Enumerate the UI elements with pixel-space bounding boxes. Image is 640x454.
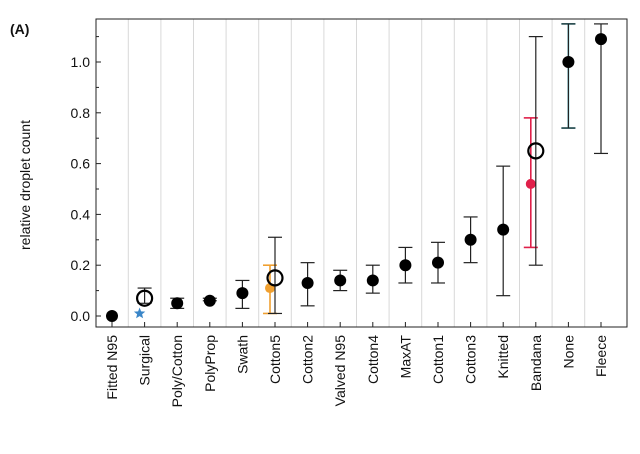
data-point: [334, 274, 347, 287]
x-axis-ticks: Fitted N95 Surgical Poly/Cotton PolyProp Swa…: [104, 322, 609, 407]
x-tick-label: Cotton5: [267, 335, 283, 384]
plot-frame: [95, 18, 628, 328]
y-tick-label: 0.8: [71, 105, 91, 121]
data-point: [464, 233, 477, 246]
data-point: [106, 310, 118, 322]
data-point-open: [136, 289, 154, 307]
y-axis-ticks: 0.0 0.2 0.4 0.6 0.8 1.0: [71, 36, 101, 324]
x-tick-label: Cotton1: [430, 335, 446, 384]
y-tick-label: 0.0: [71, 308, 91, 324]
x-tick-label: Bandana: [528, 335, 544, 391]
panel-label: (A): [10, 21, 29, 37]
data-point: [432, 256, 444, 269]
data-point-open: [527, 142, 545, 160]
y-tick-label: 0.2: [71, 257, 91, 273]
data-point: [562, 56, 575, 68]
y-tick-label: 0.6: [71, 156, 91, 172]
x-tick-label: MaxAT: [397, 335, 413, 379]
data-point: [301, 276, 314, 289]
x-tick-label: Swath: [234, 335, 250, 374]
data-point: [236, 287, 249, 300]
x-tick-label: Surgical: [137, 335, 153, 386]
colored-point-star: [133, 307, 146, 319]
data-point: [171, 297, 184, 310]
y-axis-label: relative droplet count: [17, 120, 33, 250]
y-tick-label: 1.0: [71, 54, 91, 70]
data-point: [203, 294, 216, 307]
x-tick-label: None: [560, 335, 576, 369]
x-tick-label: Fleece: [593, 335, 609, 377]
x-tick-label: Cotton2: [300, 335, 316, 384]
data-point: [497, 223, 510, 236]
x-tick-label: Valved N95: [332, 335, 348, 407]
x-tick-label: Knitted: [495, 335, 511, 379]
x-tick-label: Cotton3: [463, 335, 479, 384]
data-marks: [106, 23, 608, 322]
colored-point: [525, 178, 536, 189]
x-tick-label: Fitted N95: [104, 335, 120, 400]
x-tick-label: PolyProp: [202, 335, 218, 392]
x-tick-label: Poly/Cotton: [169, 335, 185, 407]
data-point-open: [266, 269, 284, 287]
data-point: [399, 259, 412, 272]
data-point: [366, 274, 379, 287]
x-tick-label: Cotton4: [365, 335, 381, 384]
data-point: [595, 33, 607, 46]
y-tick-label: 0.4: [71, 206, 91, 222]
gridlines: [127, 19, 586, 327]
